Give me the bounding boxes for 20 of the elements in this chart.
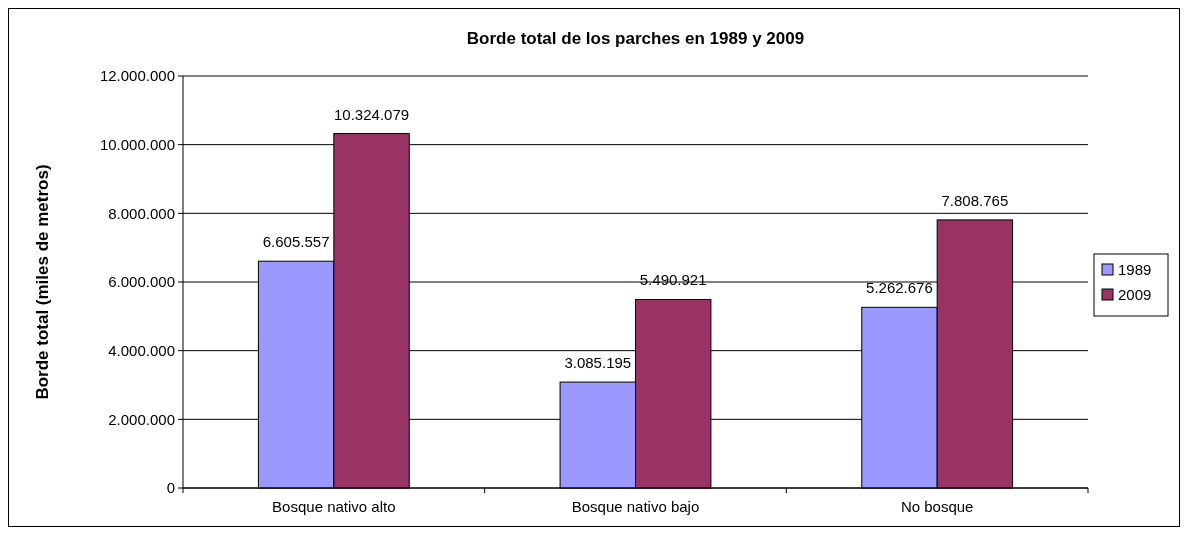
data-label: 6.605.557 xyxy=(262,233,330,251)
data-label: 5.262.676 xyxy=(866,279,933,297)
y-axis-title: Borde total (miles de metros) xyxy=(33,164,52,400)
data-label: 7.808.765 xyxy=(941,191,1009,209)
chart-title: Borde total de los parches en 1989 y 2009 xyxy=(466,29,805,48)
x-tick-label: Bosque nativo alto xyxy=(272,498,396,515)
y-tick-label: 4.000.000 xyxy=(108,341,175,359)
y-tick-label: 8.000.000 xyxy=(108,204,175,222)
y-tick-label: 10.000.000 xyxy=(99,135,175,153)
y-tick-label: 2.000.000 xyxy=(108,410,175,428)
data-label: 5.490.921 xyxy=(639,271,707,289)
legend-label: 1989 xyxy=(1118,261,1152,279)
y-tick-label: 6.000.000 xyxy=(108,273,175,291)
x-tick-label: No bosque xyxy=(900,498,974,515)
y-tick-label: 0 xyxy=(166,479,175,497)
data-label: 10.324.079 xyxy=(334,105,410,123)
y-tick-label: 12.000.000 xyxy=(99,67,175,85)
x-tick-label: Bosque nativo bajo xyxy=(571,498,700,515)
legend-label: 2009 xyxy=(1118,286,1152,304)
data-label: 3.085.195 xyxy=(564,354,632,372)
